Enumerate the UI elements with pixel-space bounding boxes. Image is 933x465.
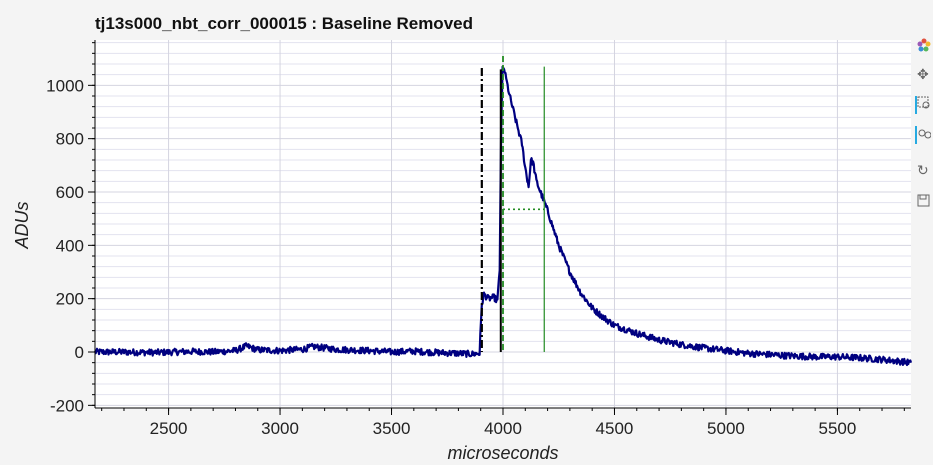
y-tick-label: 400 [56, 236, 84, 255]
save-icon[interactable] [917, 194, 933, 212]
marker-layer [480, 56, 545, 352]
y-axis-label: ADUs [12, 201, 32, 249]
y-tick-label: 1000 [46, 76, 84, 95]
wheel-zoom-icon[interactable] [915, 126, 933, 144]
y-tick-label: 800 [56, 130, 84, 149]
x-tick-label: 2500 [150, 419, 188, 438]
y-tick-label: -200 [50, 396, 84, 415]
y-tick-label: 200 [56, 290, 84, 309]
plot-toolbar: ✥ ↻ [915, 38, 933, 218]
box-zoom-icon[interactable] [915, 96, 933, 114]
reset-icon[interactable]: ↻ [917, 163, 929, 179]
pan-icon[interactable]: ✥ [917, 67, 929, 83]
chart-title: tj13s000_nbt_corr_000015 : Baseline Remo… [95, 14, 473, 33]
y-tick-label: 600 [56, 183, 84, 202]
x-tick-label: 3500 [373, 419, 411, 438]
y-tick-label: 0 [75, 343, 84, 362]
x-tick-label: 5000 [707, 419, 745, 438]
x-tick-label: 3000 [261, 419, 299, 438]
x-axis-label: microseconds [447, 443, 558, 463]
x-tick-label: 5500 [819, 419, 857, 438]
bokeh-logo-icon[interactable] [917, 38, 933, 56]
x-tick-label: 4000 [484, 419, 522, 438]
x-tick-label: 4500 [596, 419, 634, 438]
axes-layer [88, 40, 911, 415]
tick-layer: -200 0 200 400 600 800 1000 2500 3000 3500 4000 450… [46, 76, 856, 438]
